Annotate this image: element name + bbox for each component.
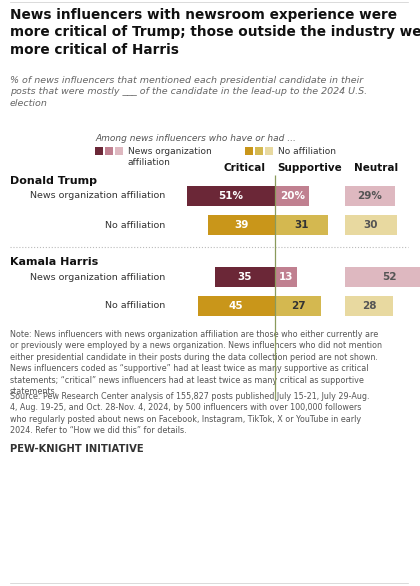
Text: 28: 28: [362, 301, 376, 311]
Text: 51%: 51%: [219, 191, 244, 201]
Text: % of news influencers that mentioned each presidential candidate in their
posts : % of news influencers that mentioned eac…: [10, 76, 367, 108]
Bar: [345, 215, 396, 235]
Text: News influencers with newsroom experience were
more critical of Trump; those out: News influencers with newsroom experienc…: [10, 8, 420, 57]
Bar: [208, 215, 275, 235]
Bar: [245, 147, 253, 155]
Text: News organization
affiliation: News organization affiliation: [128, 147, 212, 167]
Text: News organization affiliation: News organization affiliation: [30, 192, 165, 200]
Text: Kamala Harris: Kamala Harris: [10, 257, 98, 267]
Bar: [115, 147, 123, 155]
Bar: [95, 147, 103, 155]
Text: 45: 45: [229, 301, 244, 311]
Bar: [345, 186, 395, 206]
Bar: [105, 147, 113, 155]
Bar: [275, 296, 321, 316]
Bar: [265, 147, 273, 155]
Text: 30: 30: [364, 220, 378, 230]
Bar: [187, 186, 275, 206]
Bar: [197, 296, 275, 316]
Text: No affiliation: No affiliation: [105, 302, 165, 311]
Text: No affiliation: No affiliation: [278, 147, 336, 156]
Text: 13: 13: [279, 272, 294, 282]
Text: 35: 35: [238, 272, 252, 282]
Text: 52: 52: [383, 272, 397, 282]
Text: PEW-KNIGHT INITIATIVE: PEW-KNIGHT INITIATIVE: [10, 444, 144, 454]
Bar: [215, 267, 275, 287]
Bar: [275, 186, 310, 206]
Text: Note: News influencers with news organization affiliation are those who either c: Note: News influencers with news organiz…: [10, 330, 382, 396]
Text: 29%: 29%: [357, 191, 382, 201]
Text: 31: 31: [294, 220, 309, 230]
Text: 20%: 20%: [280, 191, 304, 201]
Text: Among news influencers who have or had ...: Among news influencers who have or had .…: [95, 134, 296, 143]
Text: Neutral: Neutral: [354, 163, 398, 173]
Bar: [345, 296, 393, 316]
Text: No affiliation: No affiliation: [105, 220, 165, 230]
Bar: [275, 267, 297, 287]
Bar: [255, 147, 263, 155]
Text: Supportive: Supportive: [278, 163, 342, 173]
Text: Source: Pew Research Center analysis of 155,827 posts published July 15-21, July: Source: Pew Research Center analysis of …: [10, 392, 370, 435]
Bar: [275, 215, 328, 235]
Text: Donald Trump: Donald Trump: [10, 176, 97, 186]
Text: 39: 39: [234, 220, 249, 230]
Text: News organization affiliation: News organization affiliation: [30, 272, 165, 281]
Bar: [345, 267, 420, 287]
Text: Critical: Critical: [224, 163, 266, 173]
Text: 27: 27: [291, 301, 305, 311]
